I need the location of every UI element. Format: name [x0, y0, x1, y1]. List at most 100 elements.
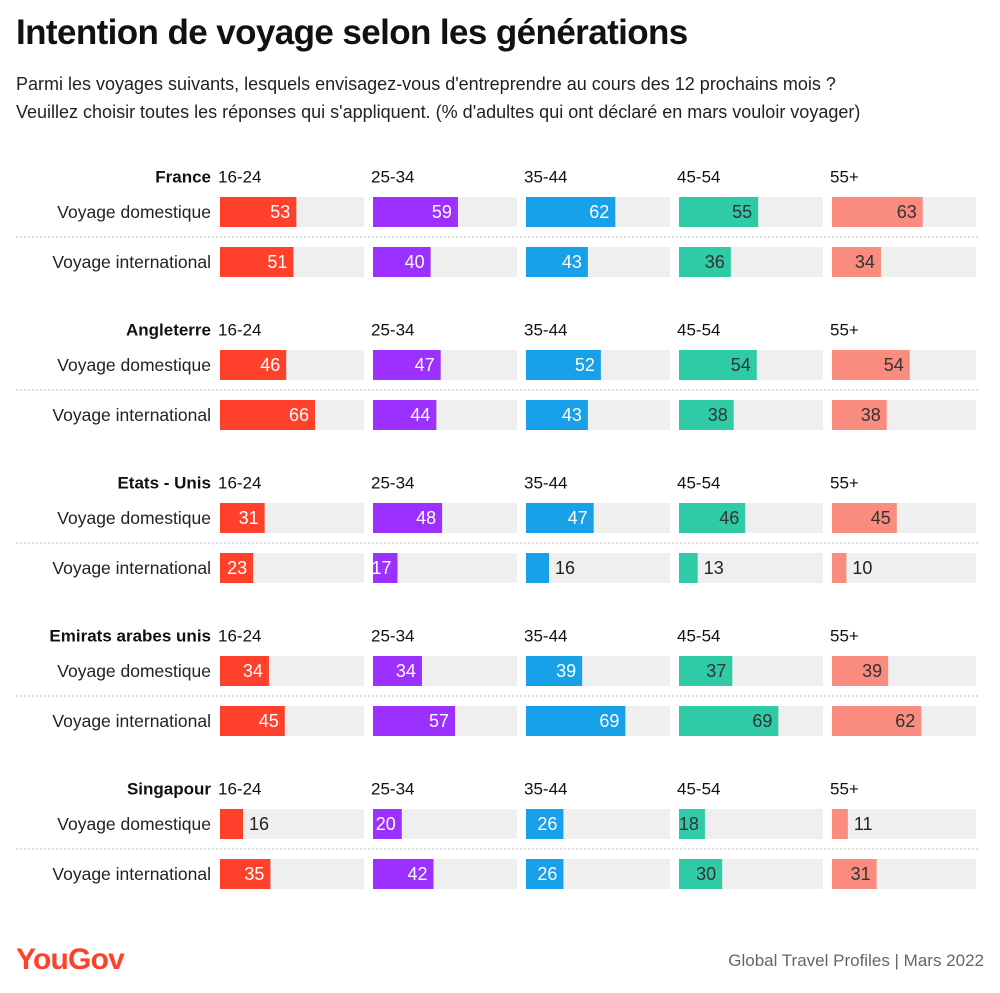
- bar: [373, 247, 431, 277]
- bar-value-label: 53: [270, 202, 290, 222]
- bar-value-label: 13: [704, 558, 724, 578]
- bar-value-label: 34: [243, 661, 263, 681]
- bar-value-label: 18: [679, 814, 699, 834]
- bar: [373, 197, 458, 227]
- bar: [832, 553, 847, 583]
- bar-value-label: 26: [537, 814, 557, 834]
- bar: [526, 553, 550, 583]
- bar-track: [220, 809, 364, 839]
- row-label: Voyage international: [52, 558, 211, 578]
- age-group-label: 55+: [830, 321, 859, 340]
- bar-value-label: 34: [396, 661, 416, 681]
- bar: [373, 809, 402, 839]
- bar: [832, 197, 923, 227]
- bar: [526, 247, 588, 277]
- bar: [832, 400, 887, 430]
- row-label: Voyage international: [52, 864, 211, 884]
- bar-value-label: 39: [862, 661, 882, 681]
- bar-value-label: 54: [884, 355, 904, 375]
- bar-value-label: 35: [244, 864, 264, 884]
- bar-value-label: 62: [895, 711, 915, 731]
- row-label: Voyage domestique: [57, 661, 211, 681]
- bar-value-label: 45: [259, 711, 279, 731]
- bar-value-label: 30: [696, 864, 716, 884]
- bar-value-label: 42: [407, 864, 427, 884]
- source-note: Global Travel Profiles | Mars 2022: [728, 951, 984, 970]
- bar: [679, 809, 705, 839]
- bar: [832, 350, 910, 380]
- bar: [373, 553, 398, 583]
- bar: [679, 400, 734, 430]
- bar-value-label: 38: [708, 405, 728, 425]
- bar-value-label: 45: [871, 508, 891, 528]
- chart-subtitle: Parmi les voyages suivants, lesquels env…: [16, 70, 986, 126]
- age-group-label: 16-24: [218, 321, 261, 340]
- bar: [373, 859, 434, 889]
- bar-track: [832, 553, 976, 583]
- age-group-label: 55+: [830, 780, 859, 799]
- age-group-label: 25-34: [371, 627, 414, 646]
- bar-value-label: 38: [861, 405, 881, 425]
- bar-value-label: 69: [599, 711, 619, 731]
- bar-value-label: 48: [416, 508, 436, 528]
- age-group-label: 16-24: [218, 627, 261, 646]
- bar-value-label: 52: [575, 355, 595, 375]
- bar: [679, 247, 731, 277]
- bar-value-label: 11: [854, 814, 873, 834]
- bar: [373, 706, 456, 736]
- bar: [373, 400, 437, 430]
- bar: [526, 809, 564, 839]
- age-group-label: 35-44: [524, 168, 567, 187]
- age-group-label: 16-24: [218, 474, 261, 493]
- bar-value-label: 46: [719, 508, 739, 528]
- bar: [220, 859, 271, 889]
- bar-value-label: 62: [589, 202, 609, 222]
- age-group-label: 55+: [830, 168, 859, 187]
- bar-value-label: 16: [249, 814, 269, 834]
- age-group-label: 25-34: [371, 321, 414, 340]
- bar-value-label: 10: [852, 558, 872, 578]
- bar: [679, 656, 733, 686]
- age-group-label: 25-34: [371, 168, 414, 187]
- row-label: Voyage domestique: [57, 508, 211, 528]
- row-label: Voyage domestique: [57, 814, 211, 834]
- bar: [832, 247, 881, 277]
- bar: [220, 809, 244, 839]
- bar-value-label: 39: [556, 661, 576, 681]
- country-label: Etats - Unis: [117, 474, 211, 493]
- bar-track: [526, 553, 670, 583]
- bar: [373, 656, 422, 686]
- row-label: Voyage international: [52, 711, 211, 731]
- bar: [220, 553, 254, 583]
- bar-value-label: 31: [239, 508, 259, 528]
- subtitle-line-2: Veuillez choisir toutes les réponses qui…: [16, 102, 861, 122]
- age-group-label: 55+: [830, 627, 859, 646]
- bar: [832, 706, 922, 736]
- bar: [832, 859, 877, 889]
- age-group-label: 35-44: [524, 321, 567, 340]
- bar-value-label: 43: [562, 252, 582, 272]
- bar-value-label: 37: [706, 661, 726, 681]
- bar: [220, 503, 265, 533]
- bar: [220, 656, 269, 686]
- bar-value-label: 54: [731, 355, 751, 375]
- bar-value-label: 47: [568, 508, 588, 528]
- bar: [220, 247, 294, 277]
- country-label: Angleterre: [126, 321, 211, 340]
- bar: [679, 350, 757, 380]
- age-group-label: 55+: [830, 474, 859, 493]
- bar-value-label: 16: [555, 558, 575, 578]
- age-group-label: 25-34: [371, 780, 414, 799]
- bar-value-label: 63: [897, 202, 917, 222]
- age-group-label: 35-44: [524, 627, 567, 646]
- bar-value-label: 23: [227, 558, 247, 578]
- bar: [832, 503, 897, 533]
- bar-value-label: 69: [752, 711, 772, 731]
- row-label: Voyage domestique: [57, 355, 211, 375]
- age-group-label: 45-54: [677, 627, 720, 646]
- bar: [679, 706, 779, 736]
- bar: [373, 350, 441, 380]
- bar: [373, 503, 443, 533]
- bar-value-label: 47: [415, 355, 435, 375]
- bar: [526, 503, 594, 533]
